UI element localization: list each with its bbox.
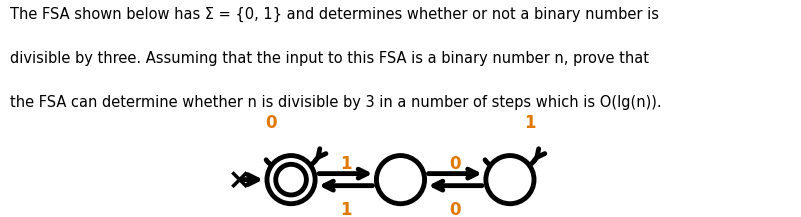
Circle shape [376,156,425,204]
Text: 0: 0 [449,155,461,173]
Circle shape [486,156,534,204]
Text: 1: 1 [524,114,535,132]
Text: 0: 0 [449,201,461,217]
Text: divisible by three. Assuming that the input to this FSA is a binary number n, pr: divisible by three. Assuming that the in… [10,51,649,66]
Text: The FSA shown below has Σ = {0, 1} and determines whether or not a binary number: The FSA shown below has Σ = {0, 1} and d… [10,7,658,22]
Text: the FSA can determine whether n is divisible by 3 in a number of steps which is : the FSA can determine whether n is divis… [10,95,662,110]
Text: 1: 1 [340,201,352,217]
Circle shape [276,164,306,195]
Circle shape [267,156,315,204]
Text: 0: 0 [266,114,277,132]
Text: 1: 1 [340,155,352,173]
